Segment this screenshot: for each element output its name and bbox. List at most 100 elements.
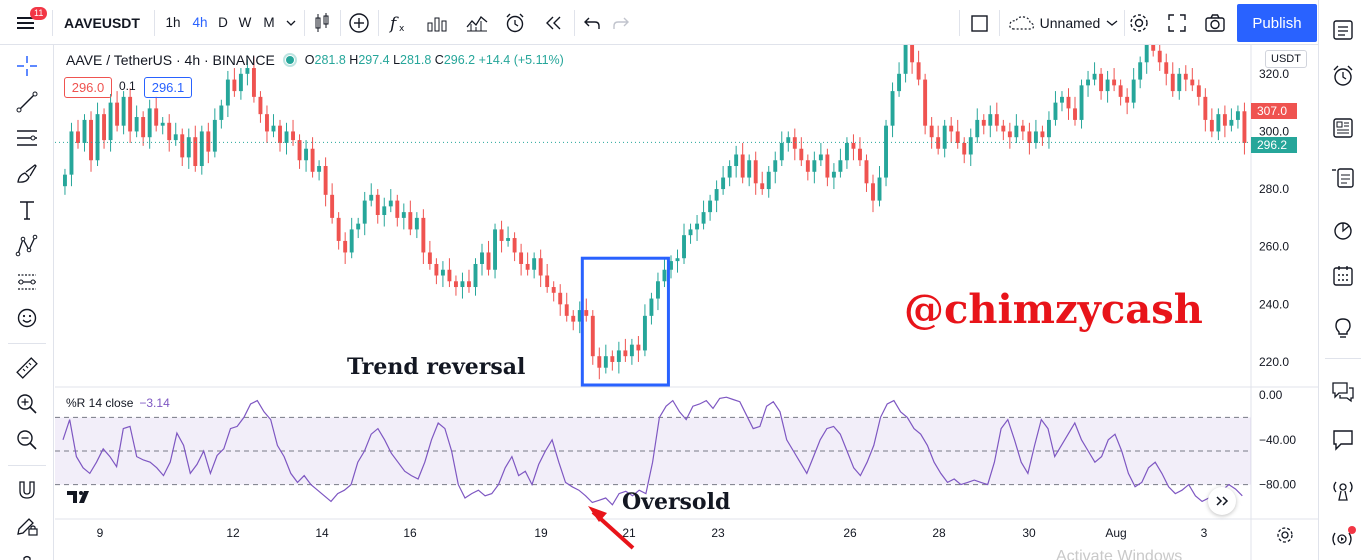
interval-d[interactable]: D [218,15,228,30]
magnet-tool[interactable] [9,473,45,507]
candle-body [493,229,497,270]
brush-tool[interactable] [9,157,45,191]
candle-body [864,160,869,184]
candle-body [232,79,237,92]
candle-body [649,298,654,316]
indicators-button[interactable] [342,0,376,45]
fullscreen-button[interactable] [1160,0,1194,45]
candle-body [1170,73,1175,92]
candle-body [427,252,432,264]
candle-body [323,166,328,195]
compare-button[interactable] [460,0,494,45]
oversold-arrow-head [588,506,607,522]
right-sidebar [1318,0,1366,560]
settings-button[interactable] [1122,0,1156,45]
interval-w[interactable]: W [238,15,252,30]
text-tool[interactable] [9,193,45,227]
currency-label[interactable]: USDT [1265,50,1307,68]
more-tools[interactable] [9,545,45,560]
crosshair-tool[interactable] [9,49,45,83]
interval-4h[interactable]: 4h [192,15,208,30]
emoji-tool[interactable] [9,301,45,335]
prediction-icon [18,274,36,290]
rewind-icon [546,16,561,29]
indicator-legend[interactable]: %R 14 close −3.14 [66,396,170,410]
chart-settings-button[interactable] [1270,515,1300,555]
candle-body [623,350,628,357]
live-button[interactable] [1325,520,1361,556]
pattern-tool[interactable] [9,229,45,263]
candle-body [988,114,993,126]
symbol-search-button[interactable]: AAVEUSDT [64,14,140,31]
financials-button[interactable] [420,0,454,45]
ruler-icon [16,357,38,379]
alerts-button[interactable] [1325,58,1361,94]
candle-body [799,148,804,161]
undo-button[interactable] [576,0,608,45]
buy-price-button[interactable]: 296.1 [144,77,192,98]
candle-body [1001,125,1006,132]
price-tick-label: 240.0 [1259,297,1289,311]
sell-price-button[interactable]: 296.0 [64,77,112,98]
trend-line-tool[interactable] [9,85,45,119]
candle-body [89,119,93,161]
fib-tool[interactable] [9,121,45,155]
alert-button[interactable] [498,0,532,45]
candle-body [278,125,282,143]
ideas-button[interactable] [1325,310,1361,346]
chart-type-button[interactable] [306,0,338,45]
pencil-lock-icon [17,518,38,536]
layout-select-button[interactable] [963,0,997,45]
watchlist-button[interactable] [1325,12,1361,48]
interval-dropdown[interactable] [282,0,300,45]
time-tick-label: 16 [403,526,417,540]
time-tick-label: 12 [226,526,240,540]
scroll-to-realtime-button[interactable] [1208,487,1236,515]
messages-button[interactable] [1325,422,1361,458]
candle-body [629,344,634,357]
forecast-tool[interactable] [9,265,45,299]
candle-body [890,91,895,126]
lock-drawing-tool[interactable] [9,509,45,543]
publish-button[interactable]: Publish [1237,4,1317,42]
candle-body [284,131,289,143]
tradingview-logo[interactable] [66,486,96,506]
candle-body [512,238,517,253]
streams-button[interactable] [1325,472,1361,508]
replay-button[interactable] [537,0,571,45]
candle-body [1144,45,1149,63]
menu-button[interactable] [8,0,44,45]
candle-body [447,269,452,282]
calendar-button[interactable] [1325,258,1361,294]
candle-body [486,252,491,270]
time-tick-label: 21 [622,526,636,540]
redo-button[interactable] [606,0,636,45]
candle-body [1033,131,1038,143]
smiley-icon [17,308,37,328]
fib-lines-icon [17,130,37,146]
high-price-marker: 307.0 [1251,103,1297,119]
interval-m[interactable]: M [263,15,275,30]
zoom-in-tool[interactable] [9,387,45,421]
candle-body [740,154,745,178]
layout-name-button[interactable]: Unnamed [1003,0,1123,45]
news-button[interactable] [1325,110,1361,146]
interval-1h[interactable]: 1h [165,15,181,30]
candle-body [297,140,302,161]
candle-body [115,102,120,126]
candle-body [238,73,243,92]
data-window-button[interactable] [1325,160,1361,196]
snapshot-button[interactable] [1198,0,1232,45]
candle-body [786,137,791,143]
candle-body [330,194,335,218]
chart-area[interactable]: 320.0 300.0 280.0 260.0 240.0 220.0 0.00 −40.00… [55,45,1318,560]
candle-body [884,125,888,178]
svg-text:x: x [399,24,405,34]
hotlists-button[interactable] [1325,212,1361,248]
ruler-tool[interactable] [9,351,45,385]
chats-button[interactable] [1325,374,1361,410]
zoom-out-tool[interactable] [9,423,45,457]
candle-body [656,281,660,299]
candle-body [577,310,582,322]
